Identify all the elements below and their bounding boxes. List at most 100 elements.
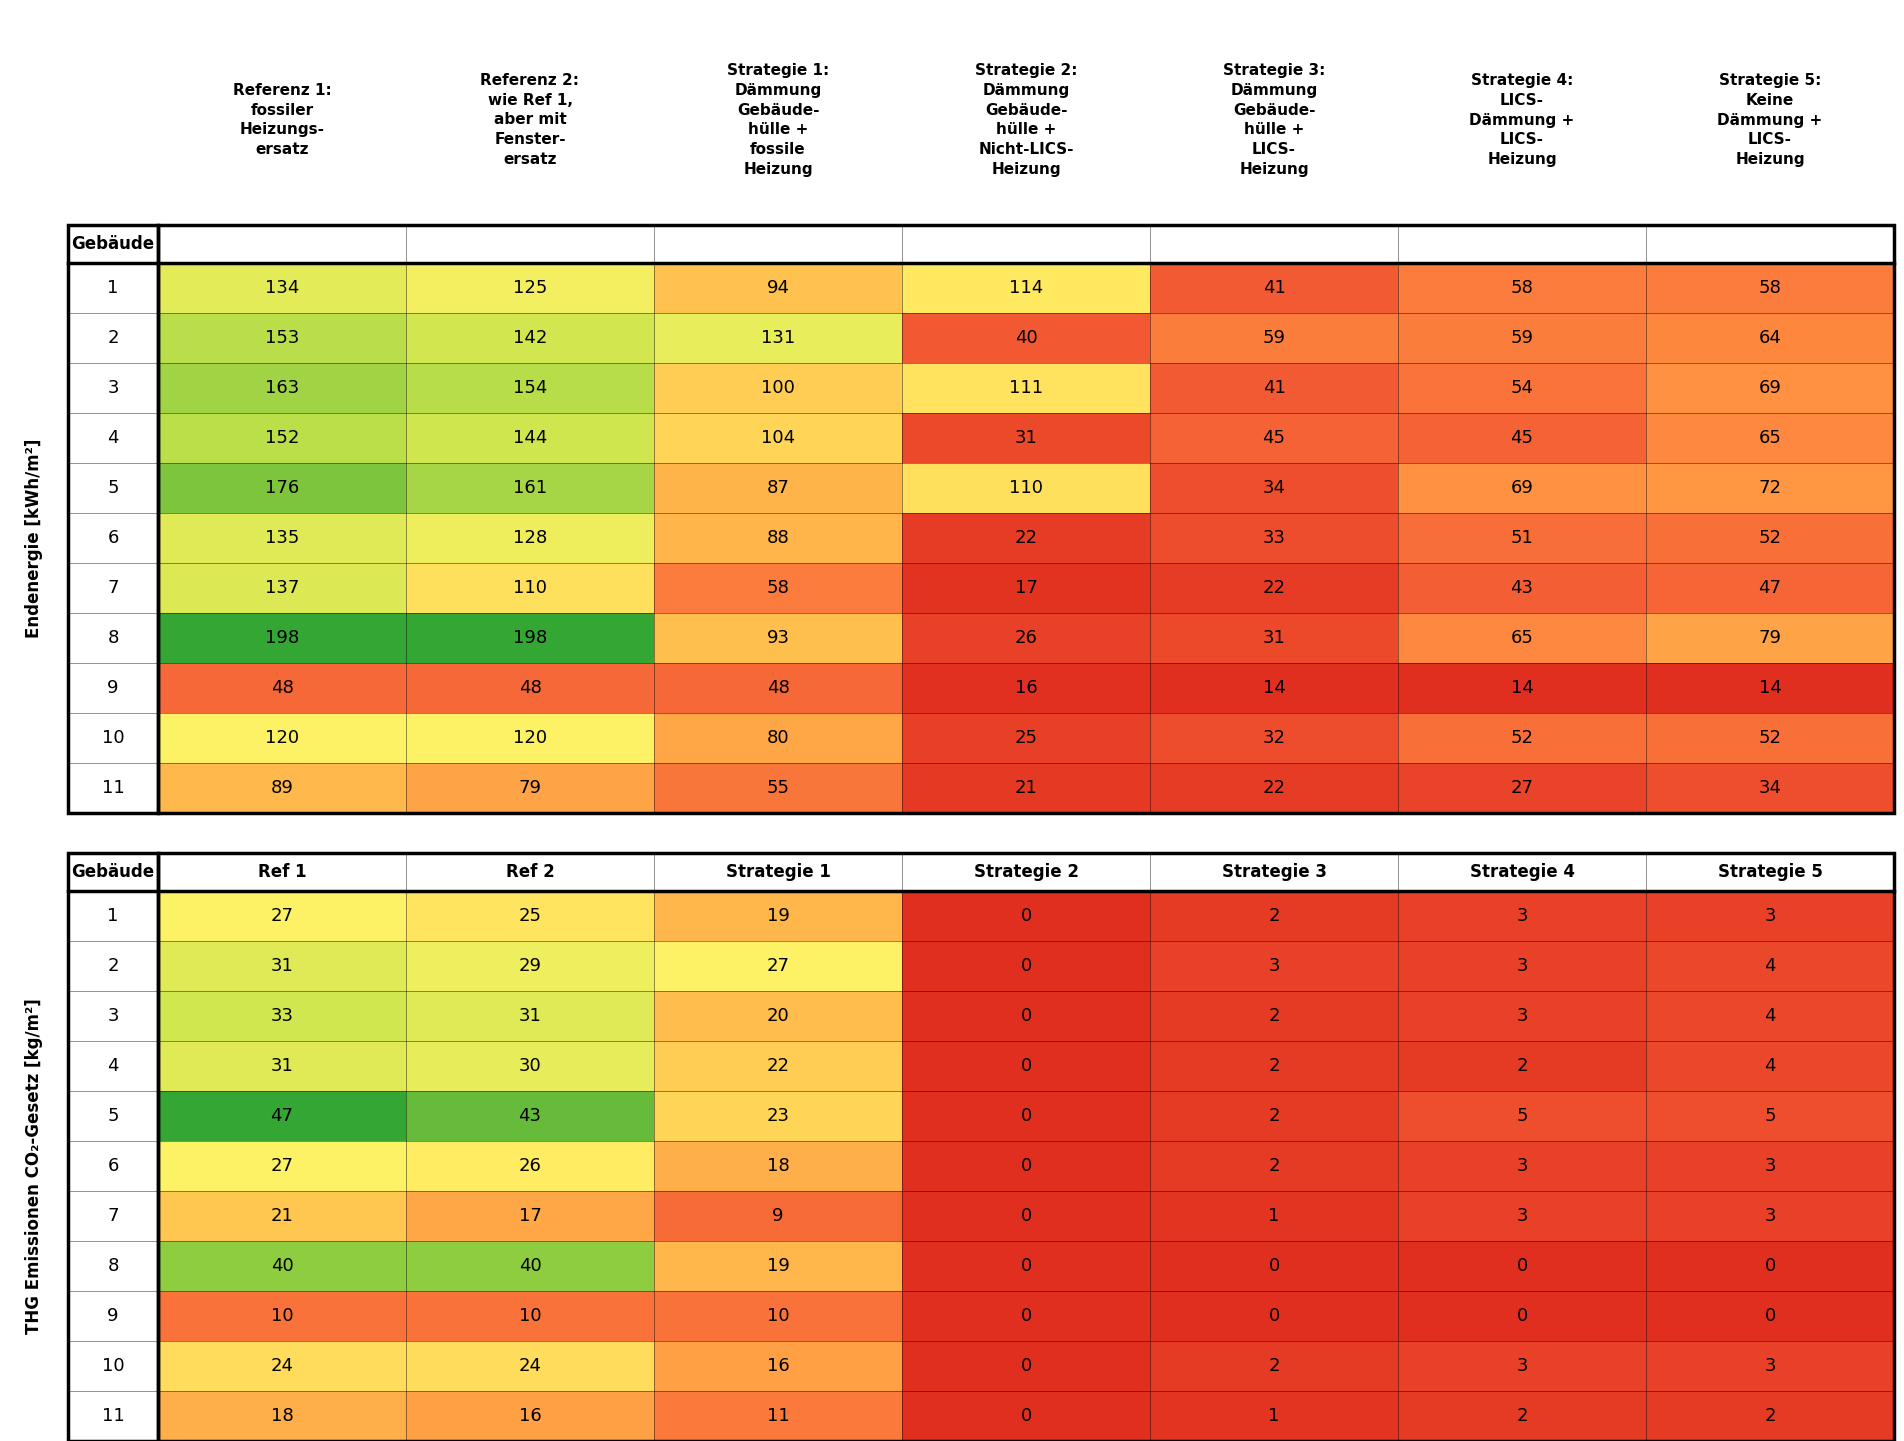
Text: 88: 88 — [767, 529, 790, 548]
Bar — [406, 713, 653, 762]
Text: 59: 59 — [1262, 329, 1285, 347]
Text: 31: 31 — [1015, 429, 1038, 447]
Text: 110: 110 — [1009, 478, 1043, 497]
Text: 87: 87 — [767, 478, 790, 497]
Bar — [69, 1192, 158, 1241]
Text: Gebäude: Gebäude — [72, 863, 154, 880]
Bar — [902, 313, 1150, 363]
Text: 31: 31 — [270, 1058, 293, 1075]
Text: 3: 3 — [1765, 1208, 1776, 1225]
Bar — [1645, 762, 1894, 813]
Text: 135: 135 — [265, 529, 299, 548]
Text: Ref 2: Ref 2 — [506, 863, 554, 880]
Text: 5: 5 — [107, 478, 118, 497]
Text: 69: 69 — [1759, 379, 1782, 398]
Text: 31: 31 — [1262, 630, 1285, 647]
Bar — [653, 1391, 902, 1441]
Text: 0: 0 — [1021, 1157, 1032, 1174]
Bar — [902, 762, 1150, 813]
Bar — [1398, 941, 1645, 991]
Text: 11: 11 — [767, 1406, 790, 1425]
Bar — [406, 612, 653, 663]
Bar — [69, 762, 158, 813]
Bar — [158, 264, 406, 313]
Text: 19: 19 — [767, 906, 790, 925]
Bar — [1645, 612, 1894, 663]
Bar — [653, 264, 902, 313]
Bar — [1645, 363, 1894, 414]
Text: 54: 54 — [1510, 379, 1533, 398]
Text: 4: 4 — [107, 429, 118, 447]
Text: Strategie 1: Strategie 1 — [725, 863, 830, 880]
Bar — [1150, 663, 1398, 713]
Bar — [653, 1291, 902, 1342]
Bar — [158, 313, 406, 363]
Bar — [1150, 1342, 1398, 1391]
Bar — [653, 1091, 902, 1141]
Text: 16: 16 — [1015, 679, 1038, 697]
Text: 8: 8 — [107, 630, 118, 647]
Bar — [902, 991, 1150, 1040]
Text: 69: 69 — [1510, 478, 1533, 497]
Text: 23: 23 — [767, 1107, 790, 1125]
Text: 1: 1 — [107, 906, 118, 925]
Bar — [1645, 941, 1894, 991]
Text: 22: 22 — [767, 1058, 790, 1075]
Text: 104: 104 — [762, 429, 796, 447]
Text: 18: 18 — [767, 1157, 790, 1174]
Bar — [653, 463, 902, 513]
Bar — [902, 1141, 1150, 1192]
Text: 114: 114 — [1009, 280, 1043, 297]
Text: 10: 10 — [101, 1357, 124, 1375]
Bar — [1645, 313, 1894, 363]
Bar — [1150, 891, 1398, 941]
Bar — [406, 1141, 653, 1192]
Text: 2: 2 — [107, 329, 118, 347]
Bar — [406, 762, 653, 813]
Text: 131: 131 — [762, 329, 796, 347]
Bar — [406, 1342, 653, 1391]
Text: 3: 3 — [1516, 906, 1527, 925]
Text: Strategie 4: Strategie 4 — [1470, 863, 1575, 880]
Text: 2: 2 — [1268, 1107, 1279, 1125]
Bar — [902, 1091, 1150, 1141]
Bar — [653, 1192, 902, 1241]
Bar — [1150, 414, 1398, 463]
Bar — [158, 1241, 406, 1291]
Text: 64: 64 — [1759, 329, 1782, 347]
Text: 2: 2 — [1268, 1357, 1279, 1375]
Text: 33: 33 — [270, 1007, 293, 1025]
Text: 0: 0 — [1021, 1107, 1032, 1125]
Text: 27: 27 — [1510, 780, 1533, 797]
Text: 1: 1 — [1268, 1406, 1279, 1425]
Text: 142: 142 — [512, 329, 546, 347]
Text: Ref 1: Ref 1 — [257, 863, 307, 880]
Bar — [902, 713, 1150, 762]
Bar — [406, 313, 653, 363]
Bar — [69, 891, 158, 941]
Text: 94: 94 — [767, 280, 790, 297]
Bar — [69, 991, 158, 1040]
Bar — [158, 1091, 406, 1141]
Text: 3: 3 — [1765, 1357, 1776, 1375]
Text: 45: 45 — [1262, 429, 1285, 447]
Text: 52: 52 — [1510, 729, 1533, 746]
Bar — [1645, 1241, 1894, 1291]
Bar — [902, 264, 1150, 313]
Text: 8: 8 — [107, 1257, 118, 1275]
Bar — [653, 414, 902, 463]
Bar — [406, 1091, 653, 1141]
Text: 40: 40 — [1015, 329, 1038, 347]
Text: 2: 2 — [107, 957, 118, 976]
Text: 2: 2 — [1268, 1007, 1279, 1025]
Bar — [653, 1040, 902, 1091]
Text: 0: 0 — [1765, 1307, 1776, 1326]
Text: 0: 0 — [1021, 1257, 1032, 1275]
Text: 16: 16 — [767, 1357, 790, 1375]
Bar — [653, 941, 902, 991]
Text: Referenz 2:
wie Ref 1,
aber mit
Fenster-
ersatz: Referenz 2: wie Ref 1, aber mit Fenster-… — [480, 73, 579, 167]
Text: 2: 2 — [1516, 1058, 1527, 1075]
Text: 3: 3 — [1765, 1157, 1776, 1174]
Bar — [1398, 991, 1645, 1040]
Text: 58: 58 — [1759, 280, 1782, 297]
